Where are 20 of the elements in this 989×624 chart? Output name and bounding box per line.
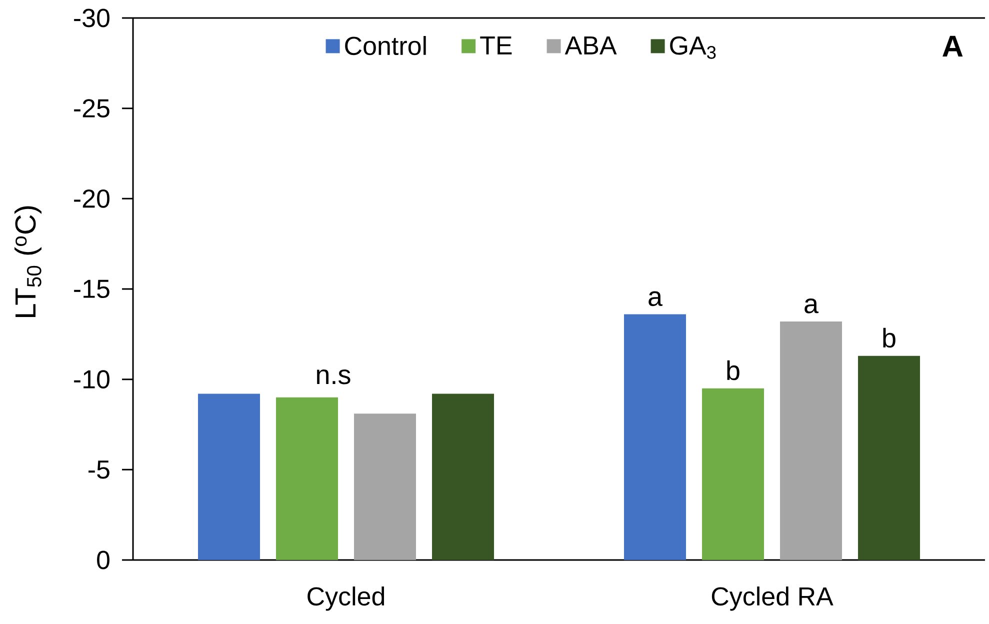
y-tick-label: 0: [97, 550, 110, 570]
legend-label: ABA: [564, 36, 617, 54]
y-axis-title: LT$_{50}$ ($^{o}$C): [14, 206, 42, 317]
y-tick-label: -15: [74, 280, 110, 298]
data-label: a: [804, 298, 819, 314]
legend-label: GA$_{3}$: [670, 36, 716, 59]
legend-label: TE: [480, 36, 512, 54]
annotation: n.s: [317, 369, 350, 384]
y-tick-label: -10: [74, 370, 110, 389]
annotation: A: [942, 36, 963, 56]
x-tick-label: Cycled RA: [712, 586, 834, 611]
legend-label: Control: [345, 36, 426, 56]
y-tick-label: -20: [74, 189, 110, 208]
data-label: b: [727, 360, 740, 380]
data-label: a: [648, 291, 663, 306]
y-tick-label: -5: [88, 460, 110, 479]
y-tick-label: -25: [74, 99, 110, 118]
data-label: b: [883, 328, 896, 348]
x-tick-label: Cycled: [308, 586, 384, 611]
y-tick-label: -30: [74, 8, 110, 28]
